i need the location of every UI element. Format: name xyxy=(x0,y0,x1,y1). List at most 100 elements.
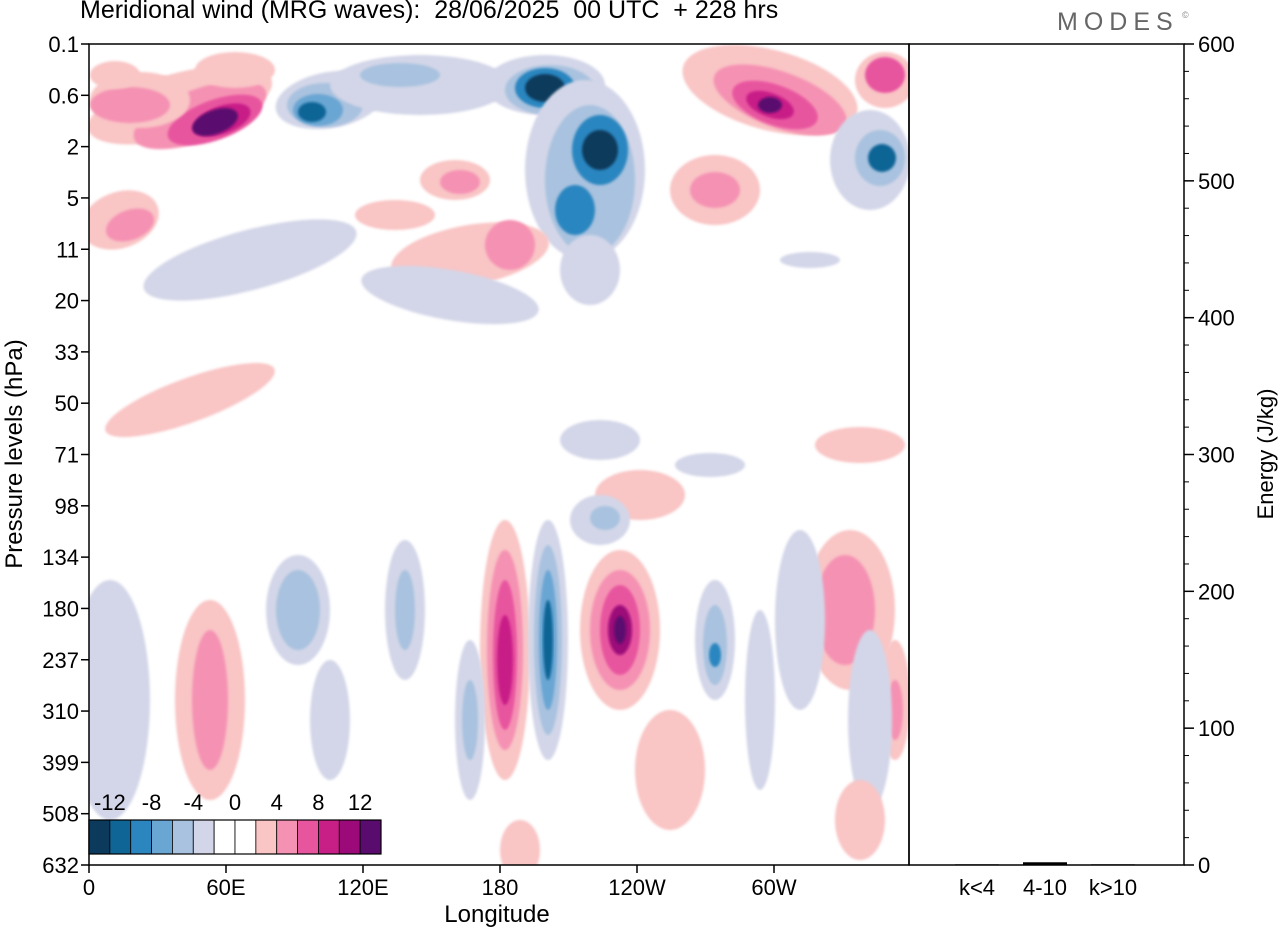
modes-logo: MODES xyxy=(1057,8,1179,36)
energy-categories: k<4 4-10 k>10 xyxy=(959,875,1137,900)
contour-blob xyxy=(90,61,140,89)
copyright-mark: © xyxy=(1182,10,1189,20)
pressure-tick-label: 11 xyxy=(56,237,79,262)
contour-blob xyxy=(745,610,775,790)
colorbar: -12 -8 -4 0 4 8 12 xyxy=(88,790,382,855)
contour-blob xyxy=(500,820,540,865)
energy-panel: 0 100 200 300 400 500 600 k<4 4-10 k>10 Energy (… xyxy=(908,32,1278,900)
energy-frame xyxy=(908,43,1185,866)
pressure-tick-label: 2 xyxy=(67,135,79,160)
longitude-tick-label: 180 xyxy=(482,875,519,900)
energy-bar xyxy=(1023,862,1067,865)
x-axis-label: Longitude xyxy=(444,901,549,928)
energy-tick-label: 100 xyxy=(1198,716,1235,741)
contour-blob xyxy=(848,630,892,810)
pressure-tick-label: 632 xyxy=(42,853,79,878)
pressure-tick-label: 508 xyxy=(42,802,79,827)
contour-blob xyxy=(192,630,228,770)
energy-tick-label: 600 xyxy=(1198,32,1235,57)
contour-blob xyxy=(361,265,539,325)
colorbar-swatch xyxy=(234,819,257,855)
colorbar-swatch xyxy=(297,819,319,855)
colorbar-swatch xyxy=(130,819,152,855)
colorbar-swatch xyxy=(88,819,111,855)
contour-blob xyxy=(582,130,618,170)
contour-blob xyxy=(815,555,875,665)
colorbar-label: 8 xyxy=(312,790,324,815)
longitude-tick-label: 60W xyxy=(751,875,796,900)
y-axis-label: Pressure levels (hPa) xyxy=(1,339,28,568)
contour-blob xyxy=(868,144,896,172)
contour-blob xyxy=(709,643,721,667)
pressure-tick-label: 5 xyxy=(67,186,79,211)
contour-blob xyxy=(865,57,905,93)
pressure-tick-label: 134 xyxy=(42,545,79,570)
colorbar-label: -4 xyxy=(184,790,204,815)
colorbar-label: 0 xyxy=(229,790,241,815)
contour-blob xyxy=(675,453,745,477)
pressure-tick-label: 71 xyxy=(55,443,79,468)
longitude-tick-label: 120W xyxy=(608,875,666,900)
pressure-tick-label: 399 xyxy=(42,750,79,775)
contour-blob xyxy=(310,660,350,780)
contour-blob xyxy=(555,185,595,235)
contour-blob xyxy=(485,220,535,270)
energy-tick-label: 200 xyxy=(1198,579,1235,604)
energy-bar xyxy=(1091,864,1135,865)
longitude-tick-label: 60E xyxy=(206,875,245,900)
energy-tick-label: 400 xyxy=(1198,306,1235,331)
contour-blob xyxy=(835,780,885,860)
pressure-tick-label: 310 xyxy=(42,699,79,724)
pressure-tick-label: 98 xyxy=(55,494,79,519)
contour-blob xyxy=(635,710,705,830)
longitude-tick-label: 0 xyxy=(83,875,95,900)
contour-blob xyxy=(355,200,435,230)
colorbar-swatch xyxy=(276,819,298,855)
contour-blob xyxy=(105,362,275,438)
contour-blob xyxy=(815,427,905,463)
contour-blob xyxy=(497,615,513,705)
colorbar-swatch xyxy=(338,819,361,855)
pressure-tick-label: 20 xyxy=(55,289,79,314)
energy-tick-label: 300 xyxy=(1198,443,1235,468)
contour-blob xyxy=(195,52,275,88)
contour-blob xyxy=(560,235,620,305)
contour-blob xyxy=(276,570,320,650)
colorbar-label: -8 xyxy=(142,790,162,815)
contour-blob xyxy=(543,600,553,680)
pressure-tick-label: 180 xyxy=(42,596,79,621)
energy-category-label: k<4 xyxy=(959,875,995,900)
pressure-tick-label: 33 xyxy=(55,340,79,365)
pressure-tick-label: 0.1 xyxy=(48,32,79,57)
energy-tick-label: 500 xyxy=(1198,169,1235,194)
energy-bar xyxy=(955,864,999,865)
longitude-axis: 0 60E 120E 180 120W 60W xyxy=(83,865,797,900)
contour-blob xyxy=(758,97,782,113)
pressure-tick-label: 237 xyxy=(42,648,79,673)
energy-category-label: 4-10 xyxy=(1023,875,1067,900)
contour-blob xyxy=(775,530,825,710)
pressure-tick-label: 50 xyxy=(55,391,79,416)
pressure-tick-label: 0.6 xyxy=(48,83,79,108)
colorbar-swatch xyxy=(213,819,236,855)
contour-blob xyxy=(690,172,740,208)
contour-blob xyxy=(105,208,155,242)
colorbar-label: -12 xyxy=(94,790,126,815)
colorbar-label: 12 xyxy=(348,790,372,815)
heatmap-field xyxy=(89,44,909,865)
longitude-tick-label: 120E xyxy=(337,875,388,900)
contour-blob xyxy=(143,219,357,301)
energy-axis-label: Energy (J/kg) xyxy=(1253,389,1278,520)
energy-category-label: k>10 xyxy=(1089,875,1137,900)
contour-blob xyxy=(590,506,620,530)
contour-blob xyxy=(298,102,326,122)
energy-axis: 0 100 200 300 400 500 600 xyxy=(1184,32,1235,878)
colorbar-label: 4 xyxy=(271,790,283,815)
contour-blob xyxy=(560,420,640,460)
contour-blob xyxy=(192,108,238,136)
contour-blob xyxy=(90,87,170,123)
colorbar-swatch xyxy=(109,819,132,855)
colorbar-swatch xyxy=(255,819,278,855)
energy-tick-label: 0 xyxy=(1198,853,1210,878)
